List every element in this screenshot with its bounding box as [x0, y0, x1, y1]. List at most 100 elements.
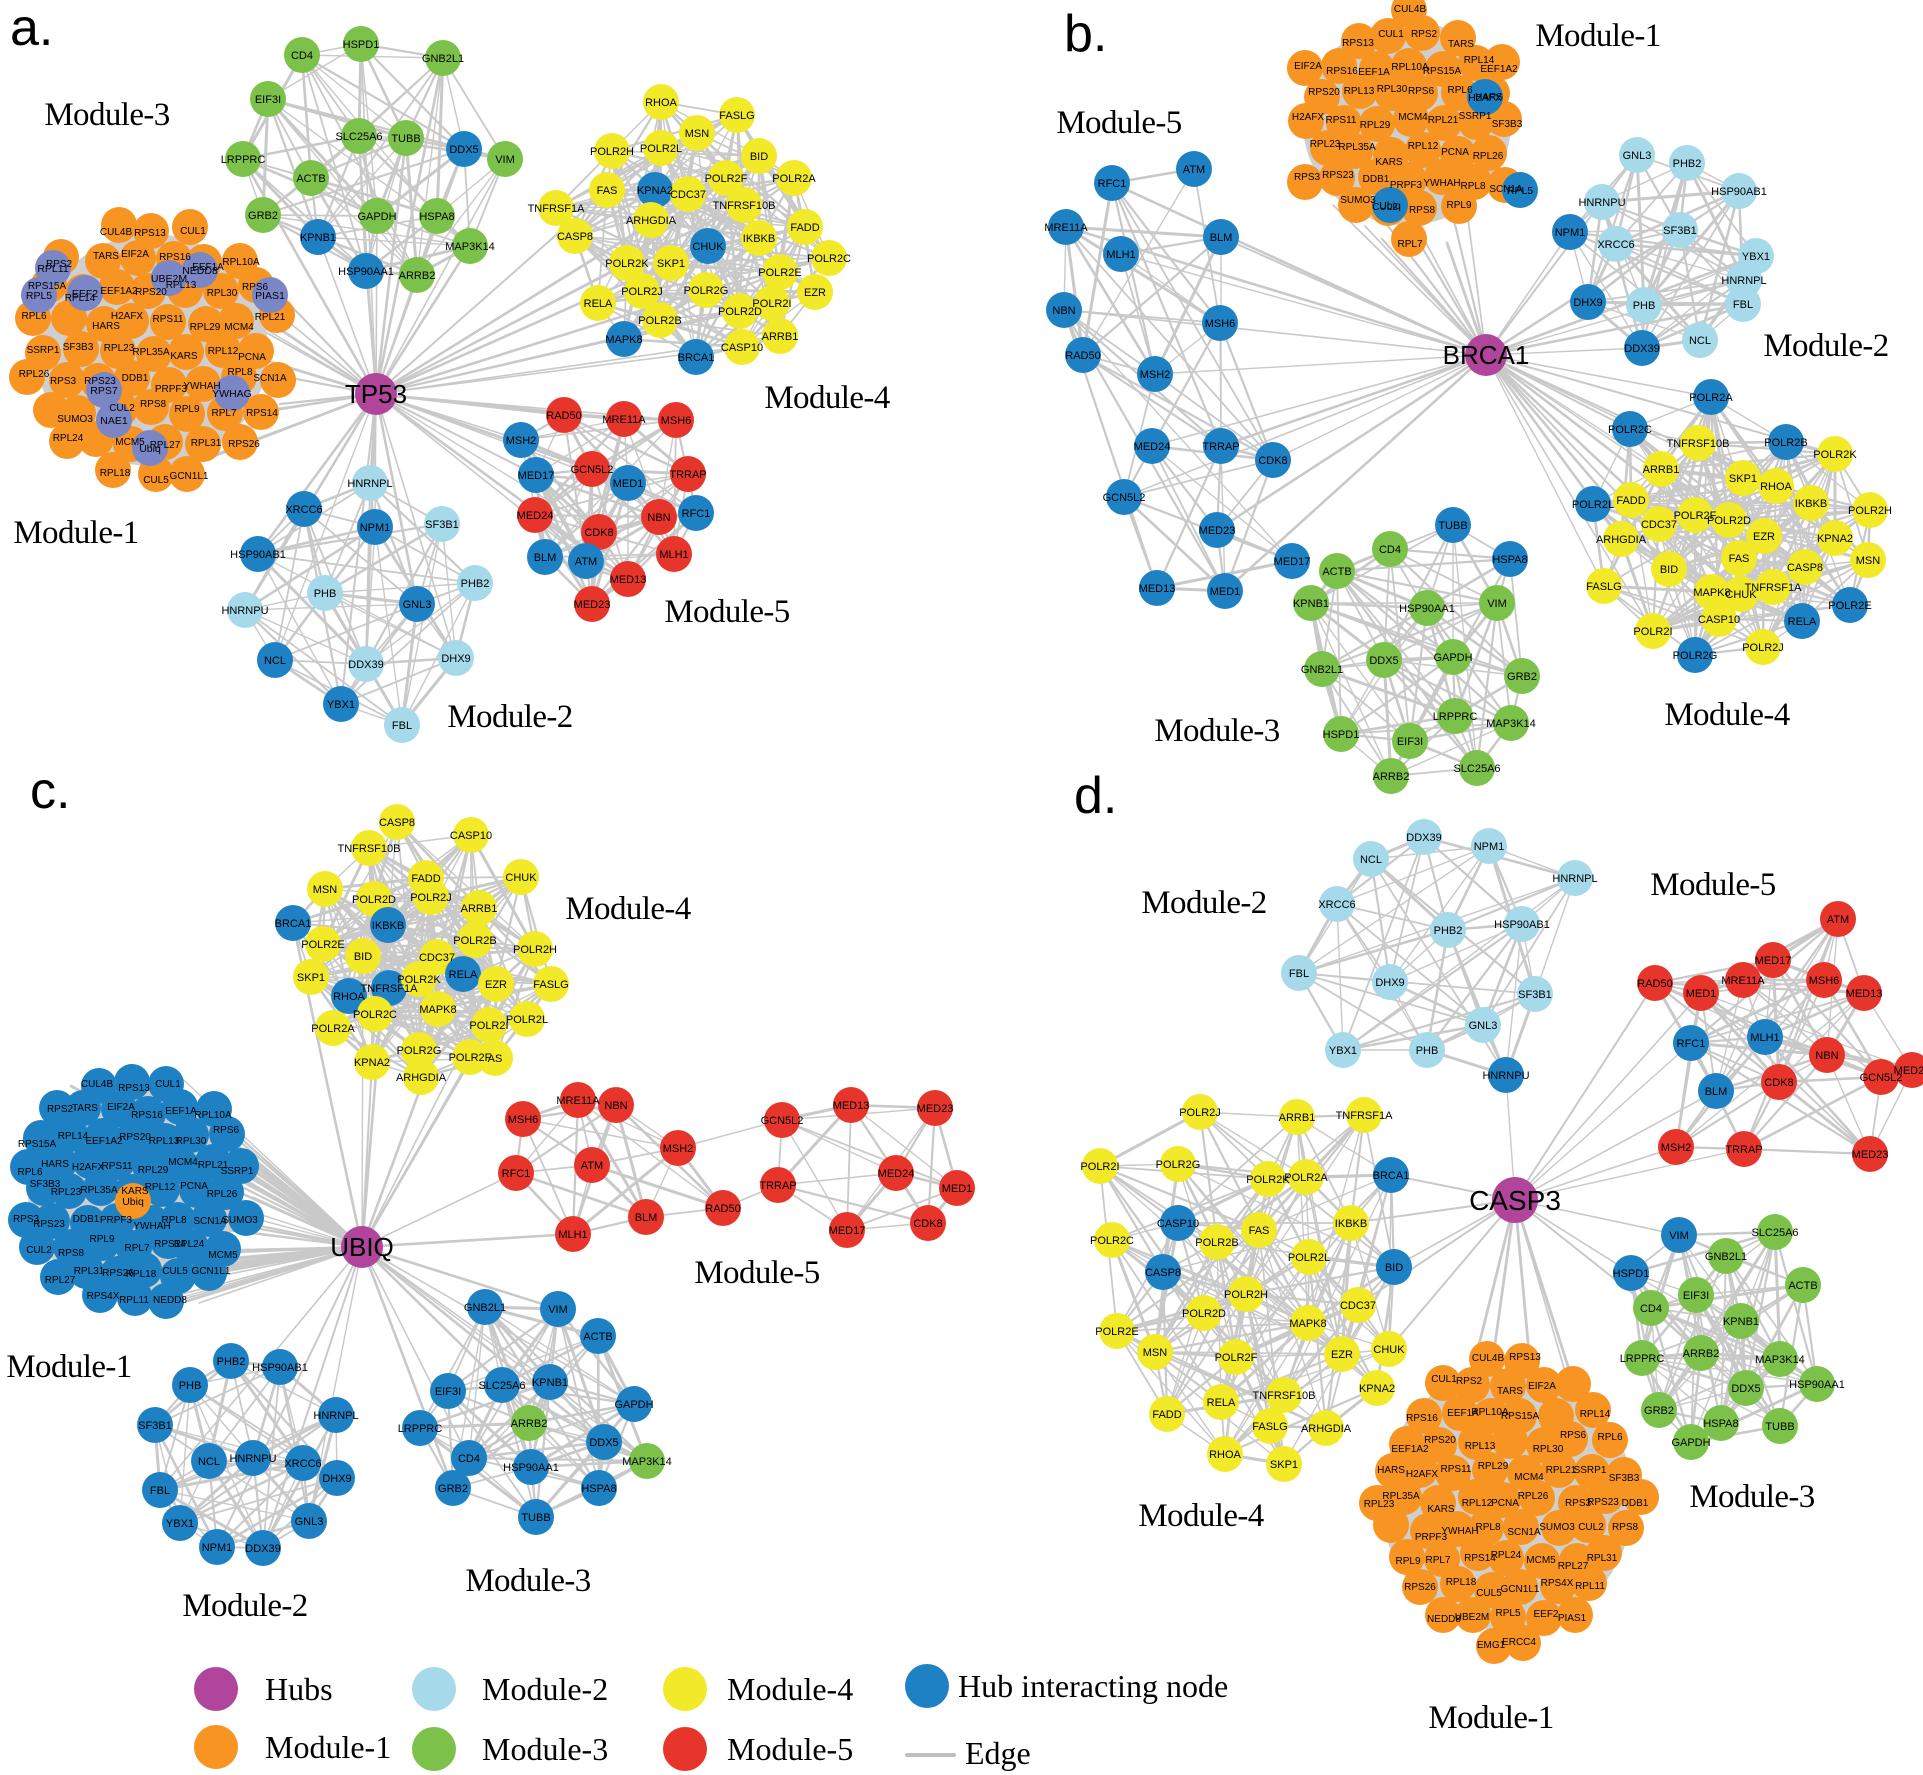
svg-text:PHB2: PHB2	[217, 1356, 246, 1368]
svg-text:POLR2F: POLR2F	[449, 1052, 492, 1064]
svg-text:SUMO3: SUMO3	[222, 1215, 258, 1226]
svg-text:CASP10: CASP10	[1698, 614, 1740, 626]
svg-text:FADD: FADD	[1616, 495, 1645, 507]
svg-text:DDX39: DDX39	[348, 659, 383, 671]
svg-text:TNFRSF10B: TNFRSF10B	[713, 200, 776, 212]
svg-text:ARHGDIA: ARHGDIA	[1596, 534, 1647, 546]
svg-text:b.: b.	[1064, 5, 1107, 63]
svg-text:LRPPRC: LRPPRC	[1620, 1353, 1665, 1365]
svg-text:FASLG: FASLG	[533, 979, 568, 991]
svg-text:SCN1A: SCN1A	[1489, 184, 1523, 195]
svg-text:RAD50: RAD50	[705, 1203, 740, 1215]
svg-text:YBX1: YBX1	[327, 699, 355, 711]
svg-text:Module-1: Module-1	[1428, 1700, 1553, 1736]
svg-text:RPS2: RPS2	[1456, 1376, 1483, 1387]
svg-text:TNFRSF1A: TNFRSF1A	[1336, 1110, 1394, 1122]
svg-text:TNFRSF1A: TNFRSF1A	[1745, 582, 1803, 594]
svg-text:GCN5L2: GCN5L2	[571, 464, 614, 476]
svg-text:RPS14: RPS14	[246, 408, 278, 419]
svg-text:BRCA1: BRCA1	[1373, 1170, 1410, 1182]
svg-text:SUMO3: SUMO3	[1340, 195, 1376, 206]
svg-text:CDK8: CDK8	[584, 527, 613, 539]
svg-text:PIAS1: PIAS1	[255, 290, 285, 302]
svg-text:ERCC4: ERCC4	[1502, 1637, 1536, 1648]
svg-text:RPS20: RPS20	[1308, 87, 1340, 98]
svg-text:MED17: MED17	[518, 470, 555, 482]
svg-text:DDB1: DDB1	[1622, 1498, 1649, 1509]
svg-text:GRB2: GRB2	[248, 210, 278, 222]
svg-text:EEF1A: EEF1A	[1447, 1408, 1479, 1419]
svg-text:KPNB1: KPNB1	[1723, 1316, 1759, 1328]
svg-text:POLR2F: POLR2F	[705, 173, 748, 185]
svg-text:CASP8: CASP8	[1145, 1267, 1181, 1279]
svg-text:RPL24: RPL24	[1491, 1550, 1522, 1561]
svg-text:NCL: NCL	[1689, 335, 1711, 347]
svg-text:RFC1: RFC1	[1098, 178, 1127, 190]
svg-text:RPS11: RPS11	[1326, 115, 1357, 126]
svg-text:RPS6: RPS6	[1560, 1430, 1587, 1441]
svg-text:DHX9: DHX9	[441, 653, 470, 665]
svg-text:HNRNPU: HNRNPU	[221, 605, 268, 617]
svg-text:EEF1A2: EEF1A2	[1480, 64, 1518, 75]
svg-text:ACTB: ACTB	[296, 173, 325, 185]
svg-text:HNRNPL: HNRNPL	[1552, 873, 1597, 885]
svg-text:PRPF3: PRPF3	[1390, 180, 1423, 191]
svg-text:Module-2: Module-2	[182, 1588, 307, 1624]
svg-text:RHOA: RHOA	[333, 991, 365, 1003]
svg-text:DDX5: DDX5	[449, 144, 478, 156]
svg-text:CASP8: CASP8	[557, 231, 593, 243]
svg-text:TARS: TARS	[1448, 39, 1474, 50]
svg-text:HSPA8: HSPA8	[1703, 1418, 1738, 1430]
svg-text:ATM: ATM	[581, 1160, 603, 1172]
svg-text:RPL9: RPL9	[1446, 200, 1471, 211]
svg-text:DDX5: DDX5	[1731, 1383, 1760, 1395]
svg-text:Module-5: Module-5	[694, 1255, 819, 1291]
svg-text:MSN: MSN	[313, 884, 338, 896]
svg-text:EEF1A: EEF1A	[192, 262, 224, 273]
svg-text:MLH1: MLH1	[1106, 249, 1135, 261]
svg-text:RPS13: RPS13	[134, 228, 166, 239]
svg-text:RPL11: RPL11	[37, 263, 68, 275]
svg-text:Module-1: Module-1	[13, 515, 138, 551]
svg-text:Module-3: Module-3	[44, 97, 169, 133]
svg-text:MED1: MED1	[942, 1183, 973, 1195]
svg-text:RAD50: RAD50	[1637, 978, 1672, 990]
svg-text:RPS16: RPS16	[159, 252, 191, 263]
svg-text:RPL30: RPL30	[207, 288, 238, 299]
svg-text:CUL5: CUL5	[143, 475, 169, 486]
svg-text:Module-1: Module-1	[1535, 18, 1660, 54]
svg-text:CUL4B: CUL4B	[1394, 4, 1427, 15]
svg-text:IKBKB: IKBKB	[743, 233, 775, 245]
svg-text:VIM: VIM	[495, 154, 515, 166]
svg-text:SF3B3: SF3B3	[30, 1179, 61, 1190]
svg-text:RPL29: RPL29	[1360, 120, 1391, 131]
svg-text:MED24: MED24	[1134, 441, 1171, 453]
svg-text:RPL21: RPL21	[198, 1160, 229, 1171]
svg-text:RPS3: RPS3	[13, 1214, 40, 1225]
svg-text:HARS: HARS	[41, 1159, 69, 1170]
svg-text:MED17: MED17	[1274, 556, 1311, 568]
svg-text:EIF2A: EIF2A	[1294, 61, 1322, 72]
svg-text:DHX9: DHX9	[1573, 297, 1602, 309]
svg-text:HSP90AB1: HSP90AB1	[252, 1362, 308, 1374]
svg-text:KARS: KARS	[1427, 1504, 1455, 1515]
svg-text:GCN1L1: GCN1L1	[170, 471, 209, 482]
svg-text:IKBKB: IKBKB	[1335, 1218, 1367, 1230]
svg-text:Module-1: Module-1	[265, 1729, 391, 1765]
svg-text:DDB1: DDB1	[73, 1214, 100, 1225]
svg-text:EZR: EZR	[1331, 1349, 1353, 1361]
svg-text:HSP90AB1: HSP90AB1	[1711, 186, 1767, 198]
svg-text:RPS11: RPS11	[153, 314, 184, 325]
svg-text:MED17: MED17	[1755, 955, 1792, 967]
svg-text:TP53: TP53	[345, 379, 407, 409]
svg-text:DDB1: DDB1	[1363, 174, 1390, 185]
svg-text:Module-3: Module-3	[1154, 713, 1279, 749]
svg-text:RPL7: RPL7	[1425, 1555, 1450, 1566]
svg-text:TUBB: TUBB	[1765, 1421, 1794, 1433]
svg-text:CDC37: CDC37	[419, 952, 455, 964]
svg-text:RPS8: RPS8	[58, 1248, 85, 1259]
svg-text:GAPDH: GAPDH	[1671, 1437, 1710, 1449]
svg-text:RPL24: RPL24	[53, 433, 84, 444]
svg-text:RHOA: RHOA	[645, 97, 677, 109]
svg-text:NBN: NBN	[647, 512, 670, 524]
